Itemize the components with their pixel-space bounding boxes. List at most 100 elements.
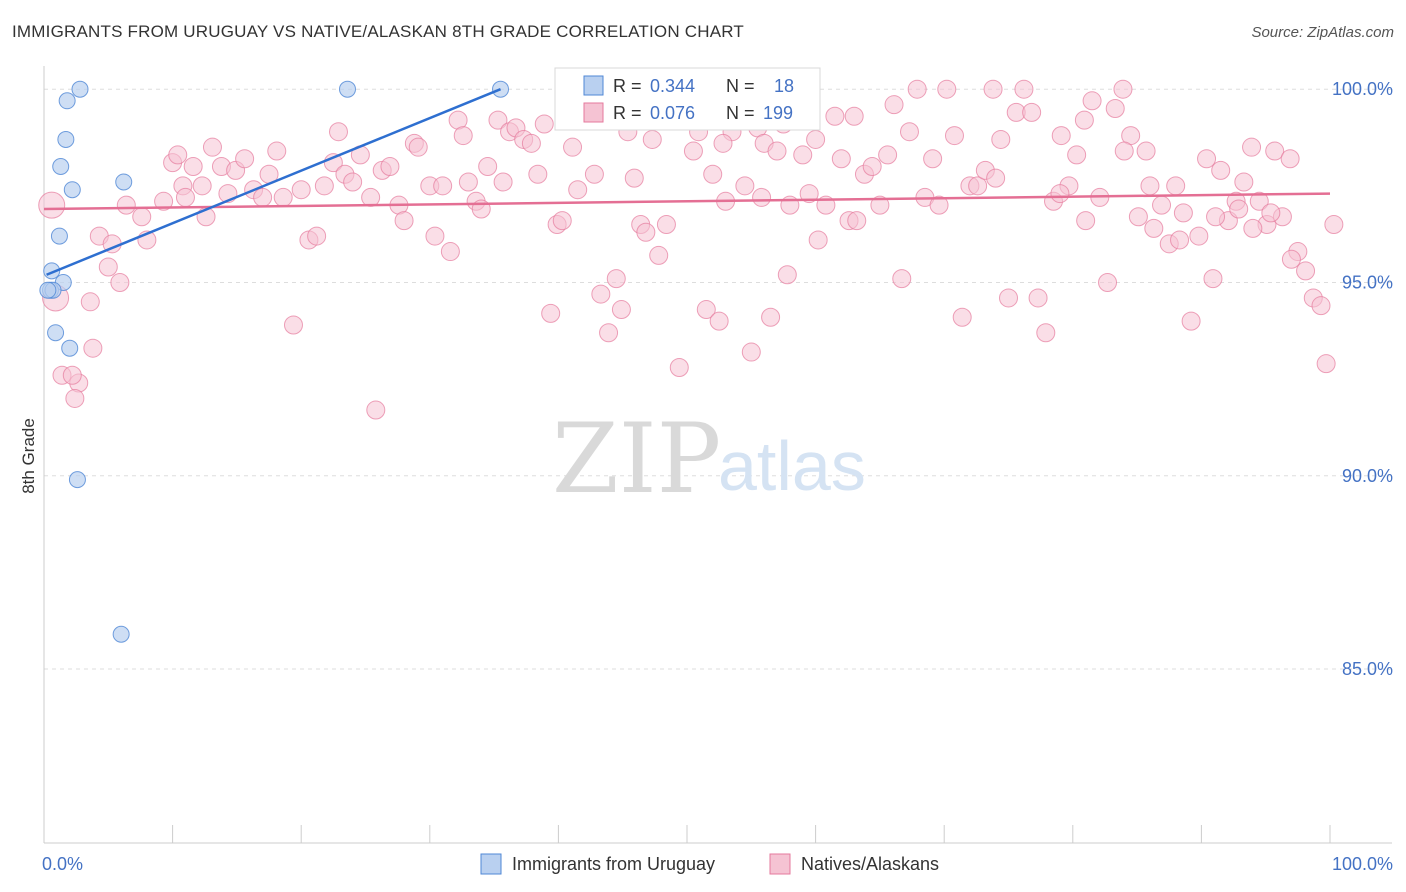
natives-point [611,300,631,320]
natives-point [1173,203,1193,223]
uruguay-point [61,339,79,357]
stats-r-label-1: R = [613,76,642,96]
natives-point [38,191,66,219]
natives-point [1280,149,1300,169]
natives-point [1113,79,1133,99]
natives-point [433,176,453,196]
stats-swatch-uruguay [583,75,604,96]
natives-point [831,149,851,169]
natives-point [283,315,303,335]
uruguay-point [58,92,76,110]
natives-point [986,168,1006,188]
natives-point [1203,269,1223,289]
natives-point [366,400,386,420]
uruguay-point [68,471,86,489]
watermark: ZIP atlas [552,403,866,515]
natives-point [202,137,222,157]
natives-point [361,187,381,207]
natives-point [808,230,828,250]
chart-title: IMMIGRANTS FROM URUGUAY VS NATIVE/ALASKA… [12,22,744,41]
natives-point [735,176,755,196]
natives-point [493,172,513,192]
uruguay-point [115,173,133,191]
natives-point [488,110,508,130]
natives-point [1166,176,1186,196]
natives-point [541,303,561,323]
natives-point [154,191,174,211]
natives-point [991,129,1011,149]
natives-point [132,207,152,227]
natives-point [642,129,662,149]
uruguay-point [71,80,89,98]
natives-point [983,79,1003,99]
natives-point [847,211,867,231]
natives-point [929,195,949,215]
natives-point [952,307,972,327]
natives-point [713,133,733,153]
y-tick-labels: 100.0% 95.0% 90.0% 85.0% [1332,79,1393,679]
natives-point [1114,141,1134,161]
natives-point [458,172,478,192]
natives-point [1243,218,1263,238]
natives-point [380,157,400,177]
natives-point [267,141,287,161]
natives-point [899,122,919,142]
natives-point [806,129,826,149]
natives-point [584,164,604,184]
natives-point [408,137,428,157]
natives-point [83,338,103,358]
natives-point [521,133,541,153]
natives-point [937,79,957,99]
y-tick-label-3: 85.0% [1342,659,1393,679]
natives-point [761,307,781,327]
natives-point [394,211,414,231]
uruguay-point [112,625,130,643]
natives-point [1211,160,1231,180]
natives-point [591,284,611,304]
uruguay-point [338,80,356,98]
uruguay-point [47,324,65,342]
stats-r-value-2: 0.076 [650,103,695,123]
natives-point [907,79,927,99]
natives-point [1105,99,1125,119]
uruguay-point [39,281,57,299]
natives-point [253,187,273,207]
natives-point [1249,191,1269,211]
natives-point [1136,141,1156,161]
watermark-zip: ZIP [552,403,721,515]
natives-point [752,187,772,207]
y-tick-label-1: 95.0% [1342,272,1393,292]
natives-point [563,137,583,157]
natives-point [175,187,195,207]
natives-point [534,114,554,134]
natives-point [116,195,136,215]
source-label: Source: ZipAtlas.com [1251,24,1394,41]
natives-point [696,300,716,320]
natives-point [183,157,203,177]
natives-points [38,79,1344,420]
natives-point [328,122,348,142]
y-tick-label-2: 90.0% [1342,466,1393,486]
natives-point [552,211,572,231]
natives-point [440,242,460,262]
natives-point [1181,311,1201,331]
natives-point [799,184,819,204]
natives-point [767,141,787,161]
natives-point [273,187,293,207]
legend-swatch-natives [769,853,791,875]
natives-point [110,272,130,292]
natives-point [709,311,729,331]
natives-point [892,269,912,289]
natives-point [528,164,548,184]
x-tick-label-1: 100.0% [1332,854,1393,874]
natives-point [80,292,100,312]
y-tick-label-0: 100.0% [1332,79,1393,99]
natives-point [878,145,898,165]
natives-point [683,141,703,161]
bottom-legend: Immigrants from Uruguay Natives/Alaskans [480,853,939,875]
natives-point [599,323,619,343]
stats-r-label-2: R = [613,103,642,123]
stats-n-value-1: 18 [774,76,794,96]
uruguay-point [52,158,70,176]
